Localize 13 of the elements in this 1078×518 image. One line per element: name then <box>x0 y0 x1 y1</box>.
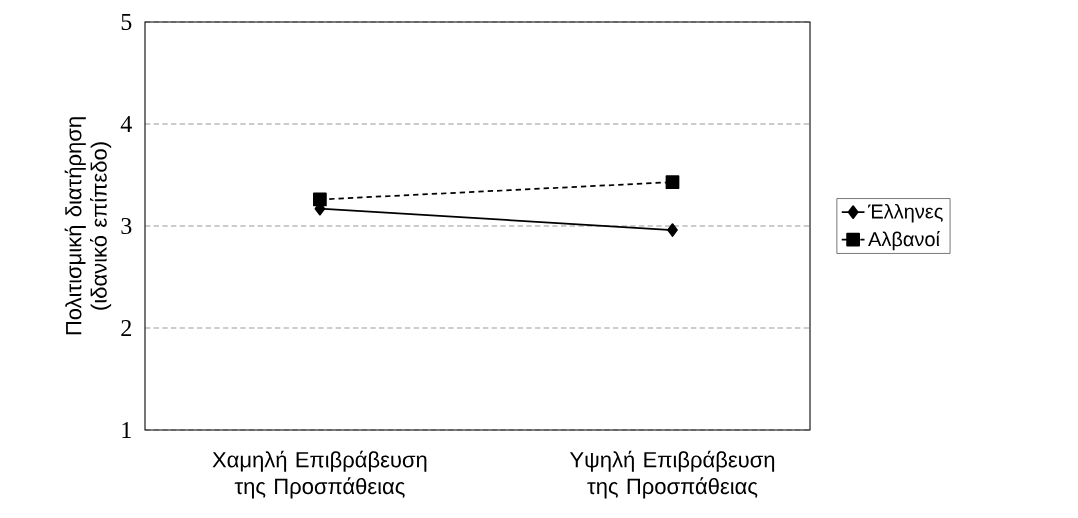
legend-label: Έλληνες <box>867 203 943 223</box>
x-tick-label: Υψηλή Επιβράβευση της Προσπάθειας <box>569 450 775 499</box>
y-tick-label: 3 <box>121 217 132 235</box>
y-axis-title: Πολιτισμική διατήρηση (ιδανικό επίπεδο) <box>64 117 112 335</box>
y-tick-label: 4 <box>120 116 132 132</box>
point <box>665 175 680 190</box>
y-tick-label: 1 <box>122 422 131 438</box>
x-tick-label: Χαμηλή Επιβράβευση της Προσπάθειας <box>212 450 427 499</box>
y-tick-label: 2 <box>121 320 131 336</box>
legend-label: Αλβανοί <box>868 231 940 251</box>
point <box>313 192 327 207</box>
point <box>667 223 678 237</box>
y-tick-label: 5 <box>121 14 132 30</box>
